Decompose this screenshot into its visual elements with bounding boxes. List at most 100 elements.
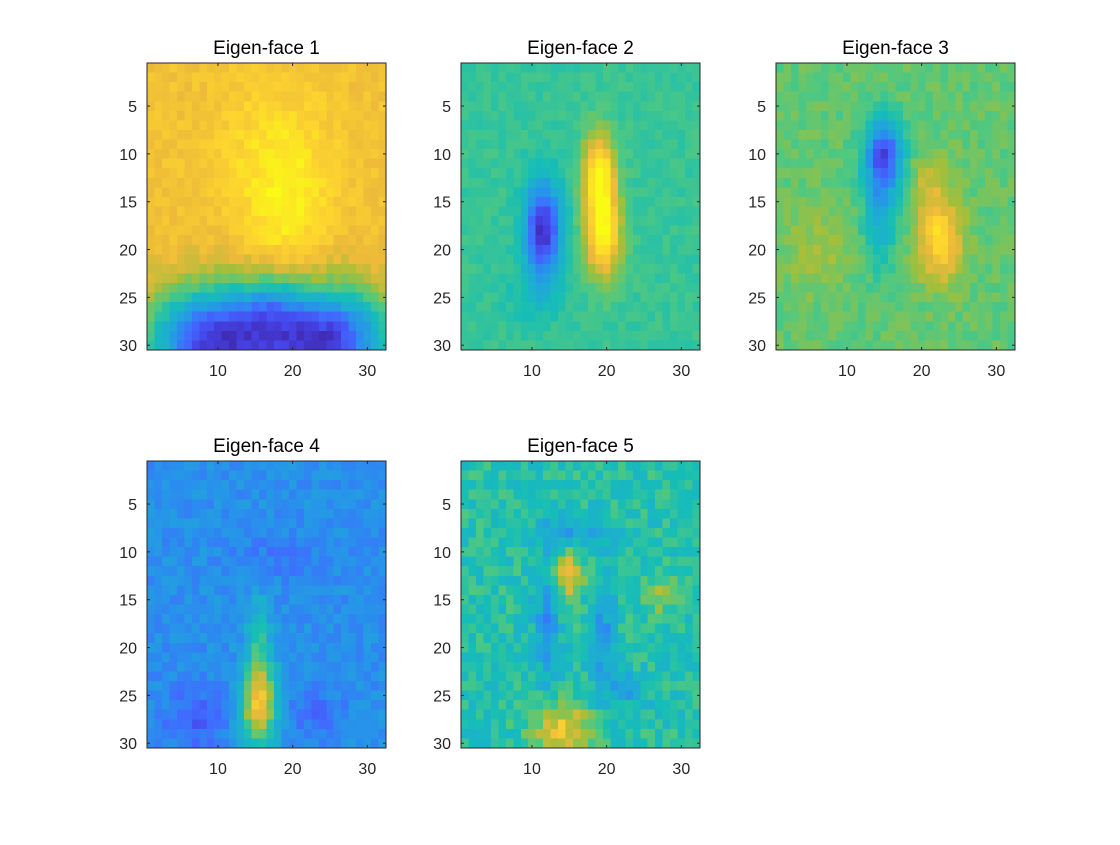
heatmap-cell (858, 101, 867, 112)
heatmap-cell (363, 340, 372, 351)
heatmap-cell (161, 263, 171, 275)
heatmap-cell (169, 273, 178, 284)
heatmap-cell (565, 461, 574, 472)
heatmap-cell (902, 72, 912, 83)
heatmap-cell (685, 661, 694, 673)
heatmap-cell (850, 120, 859, 131)
heatmap-cell (947, 321, 956, 332)
heatmap-cell (244, 623, 253, 634)
heatmap-cell (281, 508, 290, 519)
heatmap-cell (356, 129, 365, 141)
heatmap-cell (880, 82, 889, 93)
heatmap-cell (858, 168, 867, 179)
heatmap-cell (281, 719, 290, 730)
heatmap-cell (505, 120, 514, 131)
heatmap-cell (147, 719, 156, 730)
heatmap-cell (573, 700, 582, 711)
heatmap-cell (835, 177, 844, 188)
heatmap-cell (940, 283, 949, 294)
heatmap-cell (318, 700, 327, 711)
heatmap-cell (161, 216, 171, 227)
heatmap-cell (281, 330, 290, 342)
heatmap-cell (199, 652, 208, 663)
heatmap-cell (214, 556, 223, 567)
heatmap-cell (828, 149, 837, 160)
heatmap-cell (229, 139, 238, 150)
heatmap-cell (490, 120, 499, 131)
heatmap-cell (573, 91, 582, 102)
heatmap-cell (617, 321, 626, 332)
heatmap-cell (610, 690, 619, 701)
heatmap-cell (640, 489, 649, 500)
heatmap-cell (490, 311, 499, 322)
heatmap-cell (296, 283, 305, 294)
heatmap-cell (685, 461, 694, 472)
heatmap-cell (147, 311, 156, 322)
heatmap-cell (363, 330, 372, 342)
heatmap-cell (206, 623, 215, 634)
heatmap-cell (191, 235, 200, 246)
heatmap-cell (273, 585, 283, 596)
heatmap-cell (199, 149, 208, 160)
heatmap-cell (625, 527, 634, 539)
heatmap-cell (940, 244, 949, 255)
heatmap-cell (498, 187, 507, 198)
heatmap-cell (288, 690, 297, 701)
heatmap-cell (169, 594, 178, 606)
heatmap-cell (288, 129, 297, 141)
heatmap-cell (468, 321, 477, 332)
heatmap-cell (835, 101, 844, 112)
heatmap-cell (632, 700, 641, 711)
heatmap-cell (587, 72, 597, 83)
heatmap-cell (333, 681, 342, 692)
heatmap-cell (214, 738, 223, 749)
heatmap-cell (662, 738, 671, 749)
heatmap-cell (617, 82, 626, 93)
heatmap-cell (632, 263, 641, 275)
heatmap-cell (147, 527, 156, 539)
heatmap-cell (662, 566, 671, 577)
heatmap-cell (259, 585, 268, 596)
heatmap-cell (602, 177, 611, 188)
heatmap-cell (147, 235, 156, 246)
heatmap-cell (640, 709, 649, 720)
heatmap-cell (513, 671, 522, 682)
heatmap-cell (595, 527, 604, 539)
heatmap-cell (602, 461, 611, 472)
heatmap-cell (587, 489, 597, 500)
heatmap-cell (169, 120, 178, 131)
heatmap-cell (288, 566, 297, 577)
heatmap-cell (266, 508, 275, 519)
heatmap-cell (461, 527, 470, 539)
heatmap-cell (835, 292, 844, 303)
heatmap-cell (341, 110, 350, 121)
heatmap-cell (543, 652, 552, 663)
y-tick-label: 25 (119, 290, 137, 307)
heatmap-cell (229, 461, 238, 472)
heatmap-cell (199, 614, 208, 625)
heatmap-cell (273, 604, 283, 615)
y-tick-label: 15 (433, 593, 451, 610)
heatmap-cell (625, 700, 634, 711)
heatmap-cell (363, 110, 372, 121)
heatmap-cell (917, 311, 926, 322)
heatmap-cell (348, 91, 357, 102)
heatmap-cell (558, 508, 567, 519)
heatmap-cell (191, 709, 200, 720)
heatmap-cell (161, 177, 171, 188)
heatmap-cell (543, 206, 552, 217)
heatmap-cell (888, 311, 897, 322)
heatmap-cell (947, 158, 956, 169)
heatmap-cell (348, 196, 357, 208)
heatmap-cell (520, 700, 529, 711)
heatmap-cell (296, 82, 305, 93)
heatmap-cell (587, 225, 597, 236)
heatmap-cell (266, 728, 275, 740)
heatmap-cell (273, 120, 283, 131)
heatmap-cell (199, 700, 208, 711)
heatmap-cell (558, 302, 567, 313)
heatmap-cell (558, 585, 567, 596)
heatmap-cell (550, 499, 559, 510)
heatmap-cell (992, 177, 1001, 188)
heatmap-cell (236, 321, 245, 332)
